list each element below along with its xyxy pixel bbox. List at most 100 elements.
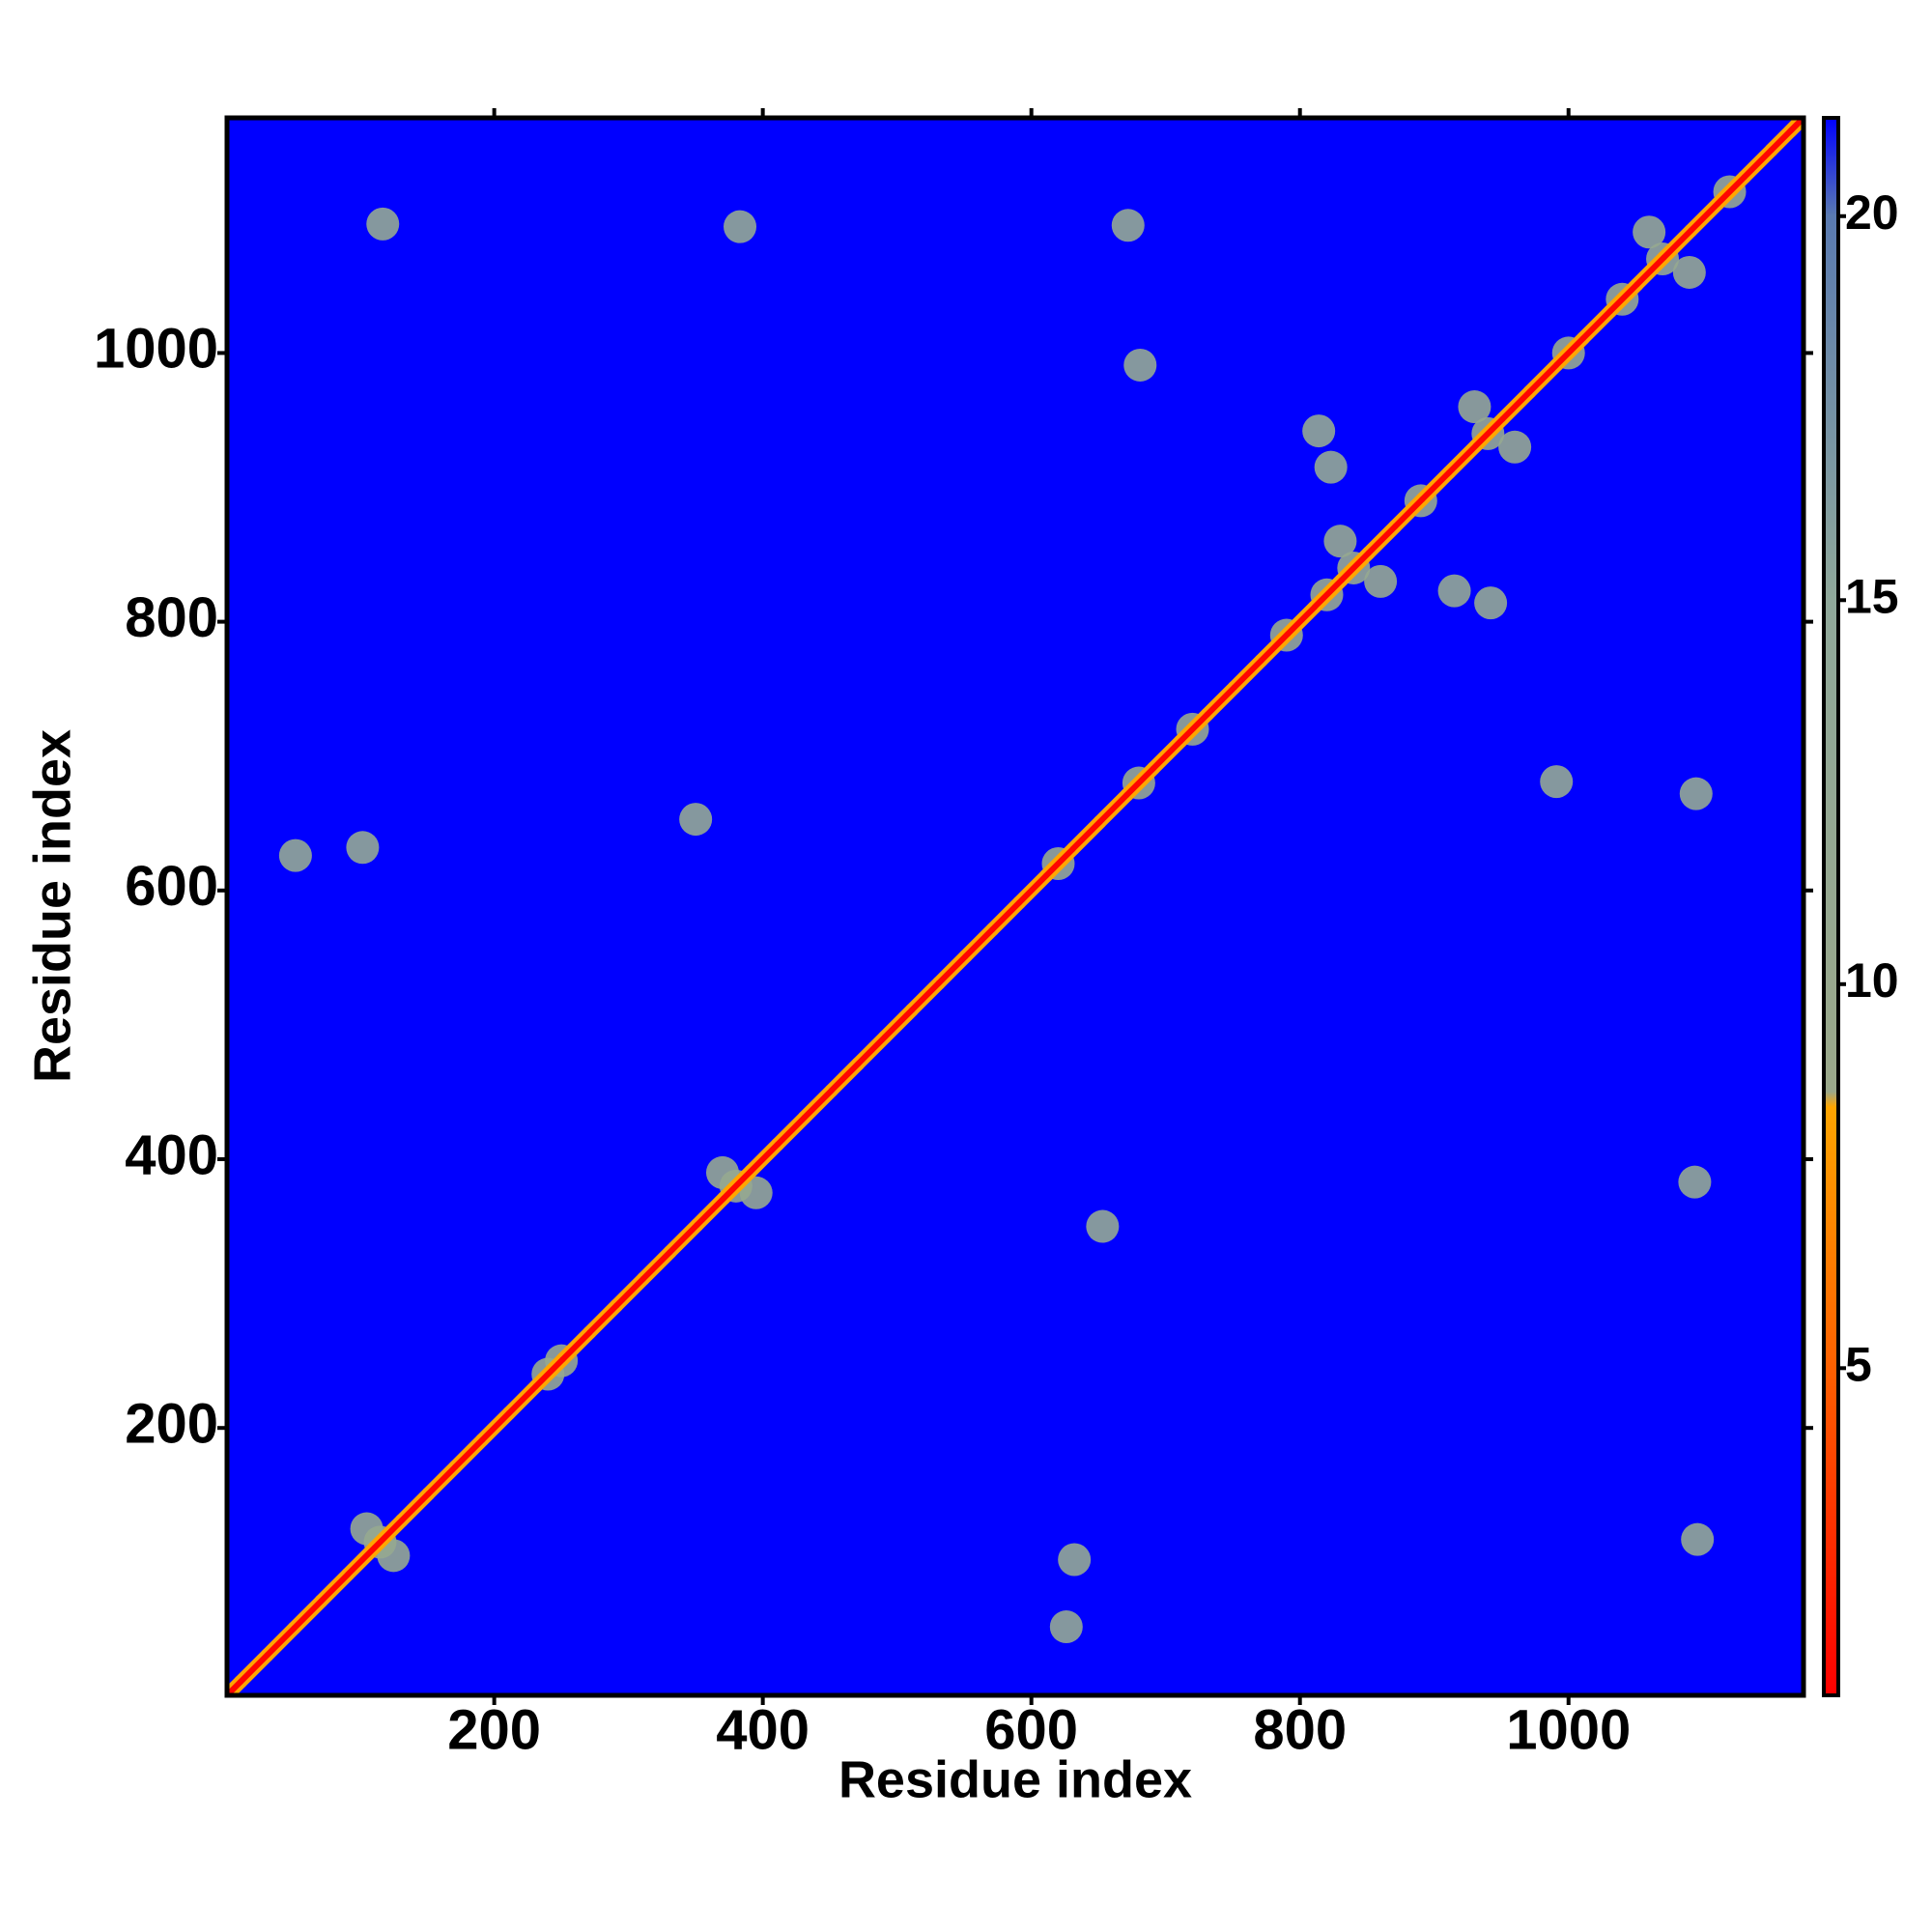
diagonal-cell [1069, 818, 1103, 852]
diagonal-cell [1446, 442, 1479, 476]
contact-patch [1498, 430, 1532, 464]
diagonal-cell [908, 980, 942, 1013]
x-tick-label: 600 [984, 1698, 1078, 1761]
diagonal-cell [1472, 415, 1506, 449]
diagonal-cell [291, 1598, 325, 1632]
plot-frame [224, 115, 1806, 1698]
y-tick-label: 200 [125, 1393, 218, 1456]
diagonal-cell [1042, 845, 1076, 879]
diagonal-cell [371, 1518, 405, 1550]
contact-patch [1314, 450, 1348, 484]
diagonal-cell [1096, 792, 1130, 825]
y-tick-label: 1000 [94, 318, 218, 381]
diagonal-cell [935, 952, 969, 986]
diagonal-cell [227, 1679, 243, 1695]
contact-patch [679, 803, 713, 837]
diagonal-cell [801, 1088, 835, 1121]
contact-patch [1679, 777, 1713, 810]
y-tick-label: 400 [125, 1123, 218, 1186]
diagonal-cell [452, 1436, 486, 1470]
diagonal-cell [264, 1625, 298, 1659]
diagonal-cell [855, 1034, 889, 1067]
contact-patch [1672, 255, 1706, 289]
x-tick-label: 1000 [1506, 1698, 1631, 1761]
diagonal-cell [586, 1302, 620, 1336]
x-axis-title: Residue index [838, 1750, 1192, 1808]
diagonal-cell [1419, 469, 1453, 503]
contact-patch [366, 207, 400, 241]
diagonal-cell [1231, 657, 1264, 691]
contact-patch [1474, 586, 1508, 620]
y-tick-label: 800 [125, 586, 218, 649]
contact-patch [346, 831, 380, 865]
contact-patch [1458, 390, 1492, 424]
diagonal-cell [1526, 361, 1560, 395]
colorbar [1822, 116, 1840, 1697]
diagonal-cell [694, 1195, 727, 1229]
diagonal-cell [828, 1061, 862, 1094]
contact-patch [278, 838, 312, 872]
x-tick-label: 800 [1253, 1698, 1347, 1761]
contact-patch [1086, 1209, 1120, 1243]
contact-patch [724, 210, 757, 243]
contact-patch [350, 1512, 384, 1546]
diagonal-cell [1177, 711, 1210, 745]
contact-patch [1111, 209, 1145, 242]
diagonal-cell [1151, 738, 1183, 772]
contact-patch [1323, 525, 1357, 558]
diagonal-cell [532, 1356, 566, 1390]
diagonal-cell [639, 1248, 673, 1282]
contact-patch [1123, 348, 1157, 382]
diagonal-cell [1661, 227, 1694, 261]
colorbar-tick-label: 5 [1845, 1338, 1872, 1392]
diagonal-cell [1204, 684, 1237, 718]
diagonal-cell [1580, 308, 1613, 342]
diagonal-cell [425, 1463, 459, 1497]
diagonal-cell [613, 1275, 646, 1309]
diagonal-cell [345, 1545, 378, 1577]
contact-patch [377, 1539, 411, 1573]
contact-patch [1364, 564, 1398, 598]
diagonal-cell [1553, 335, 1587, 368]
diagonal-cell [559, 1329, 593, 1363]
diagonal-cell [1741, 147, 1775, 181]
heatmap [227, 118, 1804, 1695]
diagonal-cell [398, 1491, 432, 1524]
diagonal-cell [989, 899, 1023, 933]
diagonal-cell [1499, 388, 1533, 422]
x-tick-label: 400 [716, 1698, 810, 1761]
diagonal-cell [1365, 523, 1399, 556]
diagonal-cell [1787, 118, 1804, 134]
colorbar-tick-label: 15 [1845, 569, 1899, 623]
contact-patch [739, 1176, 773, 1209]
contact-patch [1302, 414, 1336, 448]
y-tick-label: 600 [125, 855, 218, 918]
contact-patch [1058, 1543, 1092, 1577]
contact-patch [1437, 574, 1471, 608]
diagonal-cell [1016, 872, 1049, 906]
diagonal-cell [1606, 281, 1640, 315]
diagonal-cell [882, 1007, 915, 1040]
contact-patch [1633, 215, 1666, 249]
diagonal-cell [479, 1409, 512, 1443]
diagonal-cell [1285, 604, 1318, 638]
diagonal-cell [1338, 550, 1372, 583]
contact-patch [1540, 765, 1574, 799]
contact-patch [1678, 1165, 1712, 1199]
diagonal-cell [667, 1222, 700, 1255]
contact-patch [1681, 1522, 1715, 1556]
y-axis-title: Residue index [23, 729, 81, 1083]
diagonal-cell [237, 1652, 270, 1686]
contact-patch [1049, 1610, 1083, 1644]
diagonal-cell [1123, 765, 1157, 799]
diagonal-cell [1688, 201, 1721, 234]
colorbar-tick-label: 20 [1845, 185, 1899, 240]
colorbar-tick-label: 10 [1845, 953, 1899, 1008]
diagonal-cell [318, 1571, 352, 1605]
diagonal-cell [774, 1114, 808, 1148]
diagonal-cell [748, 1141, 781, 1175]
diagonal-cell [505, 1383, 539, 1416]
diagonal-cell [962, 926, 996, 959]
diagonal-cell [1258, 631, 1292, 664]
